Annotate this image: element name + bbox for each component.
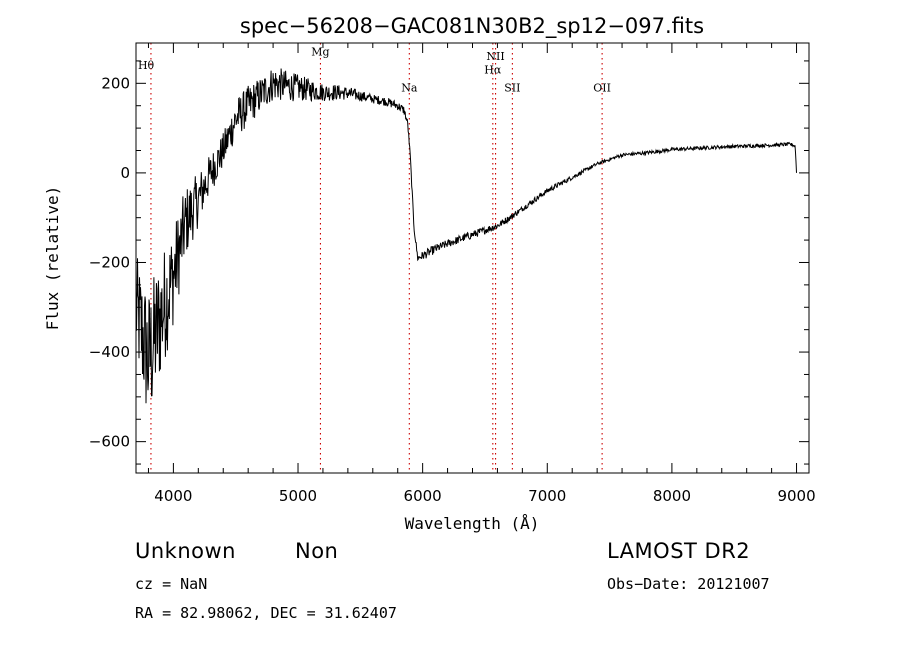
y-tick-label: −600	[89, 433, 130, 451]
plot-frame	[135, 42, 810, 474]
spectral-line-label: SII	[504, 81, 520, 94]
x-tick-label: 7000	[528, 487, 566, 505]
spectral-line-label: Hθ	[138, 59, 155, 72]
class-label: Unknown	[135, 539, 236, 563]
obs-date-label: Obs−Date: 20121007	[607, 575, 770, 593]
spectral-line-label: Na	[401, 81, 418, 94]
x-tick-label: 9000	[777, 487, 815, 505]
release-label: LAMOST DR2	[607, 539, 751, 563]
x-tick-label: 6000	[404, 487, 442, 505]
x-axis-label: Wavelength (Å)	[405, 514, 540, 533]
spectral-line-label: Mg	[311, 46, 329, 59]
coords-label: RA = 82.98062, DEC = 31.62407	[135, 604, 397, 622]
spectral-line-label: Hα	[484, 63, 502, 76]
cz-label: cz = NaN	[135, 575, 208, 593]
y-tick-label: 0	[120, 164, 130, 182]
y-axis-label: Flux (relative)	[43, 186, 62, 331]
spectral-line-label: NII	[486, 50, 504, 63]
spectrum-line	[135, 68, 797, 404]
y-tick-label: 200	[101, 74, 130, 92]
x-tick-label: 4000	[154, 487, 192, 505]
chart-title: spec−56208−GAC081N30B2_sp12−097.fits	[240, 14, 704, 39]
y-tick-label: −200	[89, 253, 130, 271]
x-tick-label: 8000	[653, 487, 691, 505]
y-tick-label: −400	[89, 343, 130, 361]
subclass-label: Non	[295, 539, 339, 563]
spectral-line-label: OII	[593, 81, 611, 94]
x-tick-label: 5000	[279, 487, 317, 505]
